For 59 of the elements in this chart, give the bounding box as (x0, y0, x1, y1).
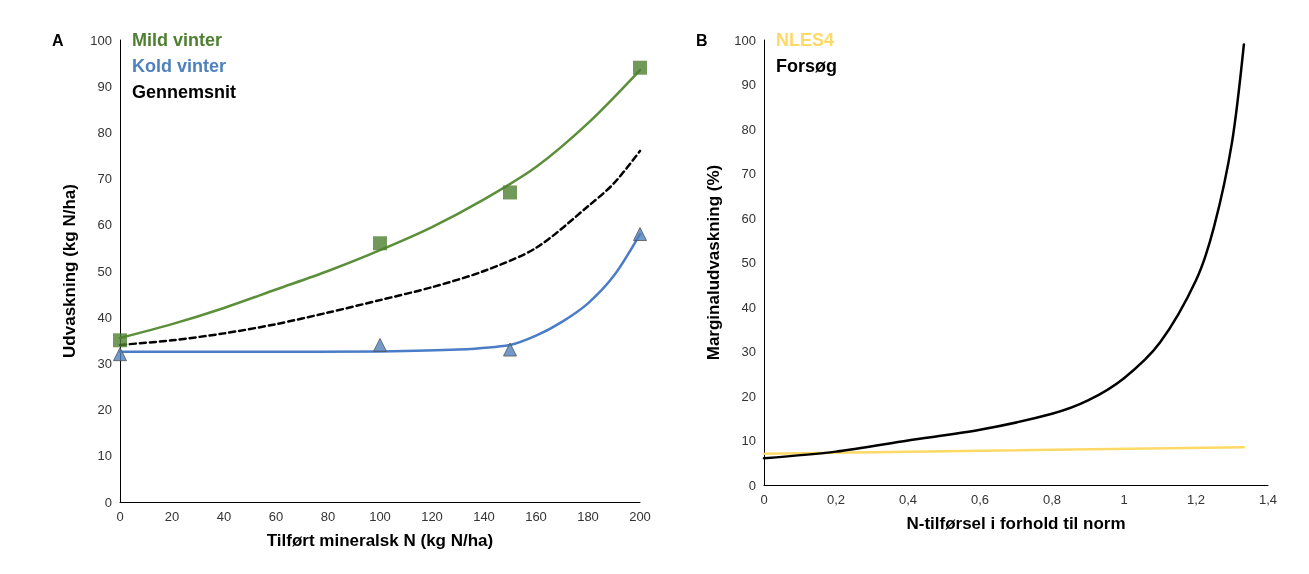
x-tick-label: 1,2 (1186, 492, 1206, 507)
text: A (52, 31, 64, 49)
y-tick-label: 50 (97, 263, 112, 279)
text: Kold vinter (132, 56, 227, 76)
point (373, 337, 387, 352)
y-tick-label: 80 (97, 124, 112, 140)
point (113, 333, 127, 348)
y-tick-label: 0 (748, 477, 756, 493)
x-tick-label: 180 (577, 509, 599, 524)
point (633, 227, 647, 242)
y-tick-label: 90 (97, 78, 112, 94)
text: Mild vinter (132, 30, 223, 50)
x-tick-label: 0 (116, 509, 124, 524)
y-tick-label: 20 (97, 402, 112, 418)
x-tick-label: 0,2 (826, 492, 846, 507)
x-tick-label: 0 (760, 492, 768, 507)
x-tick-label: 1 (1120, 492, 1128, 507)
point (373, 236, 387, 251)
y-tick-label: 60 (741, 210, 756, 226)
y-tick-label: 30 (741, 344, 756, 359)
x-tick-label: 160 (525, 509, 547, 524)
y-tick-label: 50 (741, 255, 756, 270)
x-tick-label: 100 (369, 509, 391, 524)
x-axis-title: Tilført mineralsk N (kg N/ha) (266, 531, 494, 550)
text: Forsøg (776, 56, 837, 76)
x-axis-title: N-tilførsel i forhold til norm (906, 514, 1126, 533)
y-tick-label: 60 (97, 217, 112, 233)
text: B (696, 31, 708, 49)
point (503, 342, 517, 357)
y-tick-label: 100 (90, 32, 112, 48)
y-tick-label: 70 (741, 166, 756, 181)
x-tick-label: 60 (268, 509, 284, 524)
x-tick-label: 80 (320, 509, 336, 524)
point (503, 185, 517, 200)
y-tick-label: 90 (741, 77, 756, 92)
x-tick-label: 1,4 (1258, 492, 1278, 507)
point (633, 60, 647, 75)
x-tick-label: 140 (473, 509, 495, 524)
y-tick-label: 40 (741, 299, 756, 315)
text: NLES4 (776, 30, 835, 50)
y-axis-title: Marginaludvaskning (%) (704, 164, 723, 361)
x-tick-label: 200 (629, 509, 651, 524)
point (113, 347, 127, 362)
y-tick-label: 20 (741, 388, 756, 404)
y-axis-title: Udvaskning (kg N/ha) (60, 184, 79, 358)
y-tick-label: 40 (97, 309, 112, 325)
y-tick-label: 100 (734, 32, 756, 48)
y-tick-label: 70 (97, 171, 112, 187)
y-tick-label: 30 (97, 355, 112, 371)
x-tick-label: 120 (421, 509, 443, 524)
x-tick-label: 0,6 (970, 492, 990, 507)
y-tick-label: 80 (741, 121, 756, 137)
text: Gennemsnit (132, 82, 237, 102)
y-tick-label: 10 (741, 433, 756, 448)
x-tick-label: 0,8 (1042, 492, 1062, 507)
x-tick-label: 40 (216, 509, 232, 524)
x-tick-label: 0,4 (898, 492, 918, 507)
x-tick-label: 20 (164, 509, 180, 524)
y-tick-label: 10 (97, 448, 112, 464)
